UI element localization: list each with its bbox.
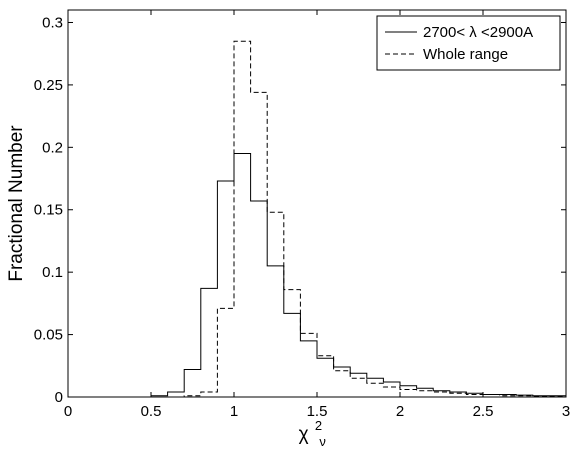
x-axis-title-symbol: χ <box>299 424 309 445</box>
axis-titles: Fractional Number χ 2 ν <box>6 125 328 449</box>
legend-label-1: 2700< λ <2900A <box>423 24 533 41</box>
y-tick-label: 0.3 <box>42 14 63 31</box>
x-tick-label: 2.5 <box>473 403 494 420</box>
ticks-layer: 0 0.5 1 1.5 2 2.5 3 0 0.05 0.1 0.15 0.2 0.25 0.3 <box>34 10 570 420</box>
x-tick-label: 2 <box>396 403 404 420</box>
y-tick-label: 0.2 <box>42 139 63 156</box>
plot-area <box>67 9 567 398</box>
x-tick-label: 0.5 <box>141 403 162 420</box>
x-tick-label: 0 <box>64 403 72 420</box>
y-axis-title: Fractional Number <box>6 125 27 282</box>
y-tick-label: 0.25 <box>34 77 63 94</box>
x-axis-title: χ 2 ν <box>299 414 328 449</box>
y-tick-label: 0.1 <box>42 264 63 281</box>
x-axis-title-superscript: 2 <box>315 418 322 433</box>
legend-box <box>376 15 561 71</box>
y-tick-label: 0.15 <box>34 202 63 219</box>
x-tick-label: 1.5 <box>307 403 328 420</box>
y-tick-label: 0.05 <box>34 327 63 344</box>
legend-label-2: Whole range <box>423 46 508 63</box>
y-tick-label: 0 <box>55 389 63 406</box>
series-line-2 <box>84 40 567 398</box>
x-tick-label: 1 <box>230 403 238 420</box>
x-axis-title-subscript: ν <box>319 434 326 449</box>
legend: 2700< λ <2900A Whole range <box>376 15 561 71</box>
x-tick-label: 3 <box>562 403 570 420</box>
